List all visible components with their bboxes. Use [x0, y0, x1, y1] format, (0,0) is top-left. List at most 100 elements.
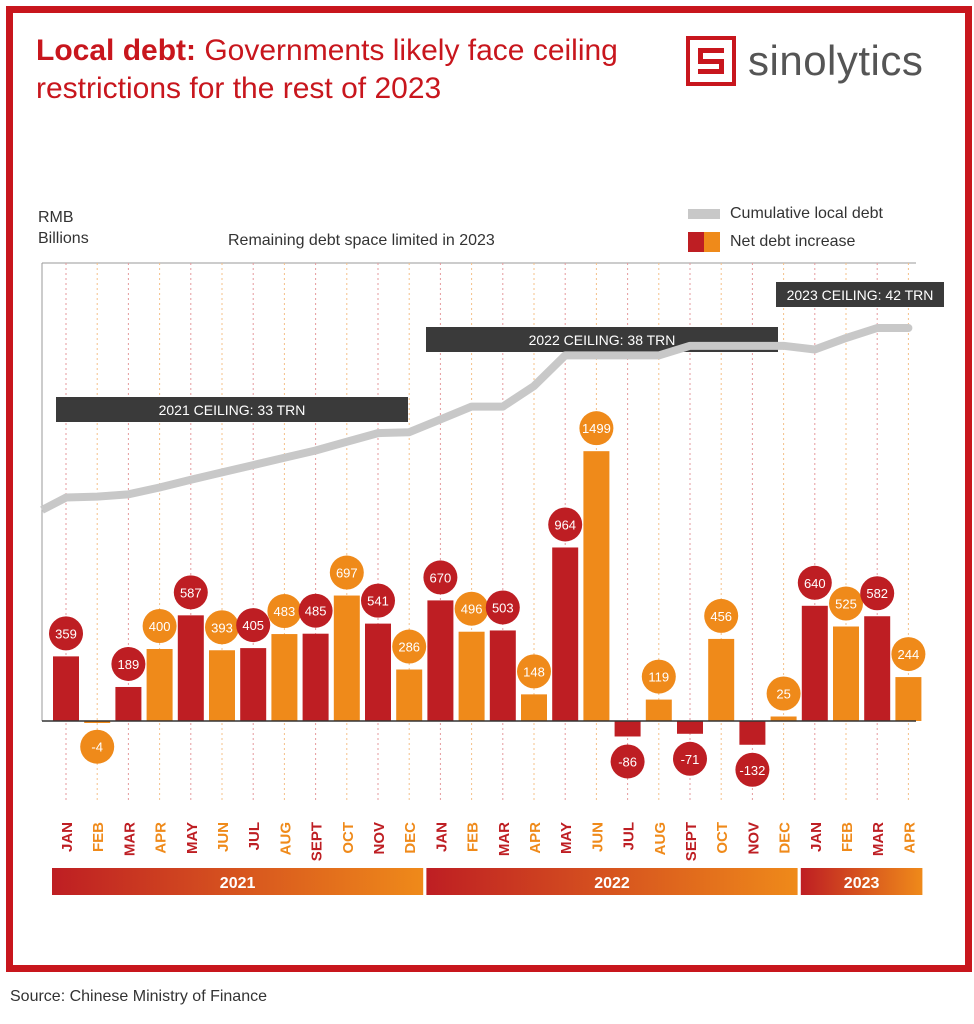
bar — [801, 605, 828, 721]
chart-subtitle: Remaining debt space limited in 2023 — [228, 232, 495, 249]
month-tick-label: JAN — [59, 822, 76, 852]
value-label: 582 — [866, 586, 888, 601]
ceiling-banner — [776, 282, 944, 307]
bar — [677, 721, 703, 734]
value-label-badge — [454, 591, 489, 626]
month-tick-label: NOV — [745, 822, 762, 855]
value-label: 148 — [523, 664, 545, 679]
bar — [739, 721, 766, 745]
value-label-badge — [517, 654, 551, 689]
bar — [209, 650, 235, 721]
month-tick-label: MAR — [870, 822, 887, 856]
legend-line-label: Cumulative local debt — [730, 205, 883, 222]
year-label: 2022 — [594, 875, 630, 892]
value-label: 244 — [898, 647, 920, 662]
month-tick-label: OCT — [340, 822, 357, 854]
chart-frame — [6, 6, 972, 972]
legend-bar-label: Net debt increase — [730, 233, 856, 250]
bar — [240, 648, 267, 721]
bar — [146, 649, 173, 721]
month-tick-label: DEC — [777, 822, 794, 854]
bar — [396, 669, 423, 721]
value-label-badge — [361, 583, 395, 618]
value-label-badge — [860, 576, 895, 611]
value-label: 483 — [274, 604, 296, 619]
value-label-badge — [298, 593, 333, 628]
value-label-badge — [236, 608, 271, 643]
month-tick-label: OCT — [714, 822, 731, 854]
legend: Cumulative local debt Net debt increase — [688, 200, 883, 256]
legend-item-cumulative: Cumulative local debt — [688, 200, 883, 228]
value-label: 119 — [648, 670, 669, 685]
legend-bar-swatch — [688, 232, 720, 252]
bar — [833, 626, 859, 721]
month-tick-label: MAR — [121, 822, 138, 856]
value-label: 640 — [804, 576, 826, 591]
bar — [333, 595, 360, 721]
bar — [521, 694, 547, 721]
value-label-badge — [673, 741, 707, 776]
value-label: -4 — [91, 740, 103, 755]
value-label: 1499 — [582, 421, 611, 436]
value-label-badge — [548, 507, 583, 542]
value-label: -71 — [681, 752, 700, 767]
value-label-badge — [766, 676, 801, 711]
month-tick-label: DEC — [402, 822, 419, 854]
month-tick-label: AUG — [277, 822, 294, 855]
value-label-badge — [641, 659, 676, 694]
month-tick-label: SEPT — [683, 822, 700, 861]
month-tick-label: APR — [527, 822, 544, 854]
sinolytics-logo-icon — [686, 36, 736, 86]
bar — [115, 686, 142, 721]
value-label-badge — [423, 560, 458, 595]
value-label-badge — [49, 616, 83, 651]
bar — [365, 623, 391, 721]
title-bold: Local debt: — [36, 34, 197, 67]
logo-text: sinolytics — [748, 37, 924, 84]
value-label-badge — [80, 729, 115, 764]
value-label: 456 — [710, 609, 732, 624]
value-label-badge — [829, 586, 863, 621]
value-label: 25 — [776, 687, 790, 702]
value-label-badge — [205, 610, 239, 645]
bar — [458, 631, 485, 721]
value-label: 964 — [554, 517, 576, 532]
bar — [489, 630, 516, 721]
bar — [895, 677, 922, 721]
value-label-badge — [173, 575, 208, 610]
value-label-badge — [891, 637, 926, 672]
month-tick-label: JUL — [246, 822, 263, 850]
y-axis-unit: RMB Billions — [38, 209, 89, 247]
value-label: 286 — [398, 640, 420, 655]
value-label: -86 — [618, 754, 637, 769]
value-label: 525 — [835, 597, 857, 612]
value-label-badge — [142, 609, 177, 643]
bar — [583, 451, 610, 721]
value-label: 541 — [367, 594, 389, 609]
year-band — [426, 868, 798, 895]
value-label: 697 — [336, 566, 358, 581]
bar — [645, 699, 672, 721]
bar — [552, 547, 579, 721]
value-label-badge — [329, 555, 364, 590]
cumulative-debt-line — [40, 323, 913, 514]
month-tick-label: FEB — [839, 822, 856, 852]
value-label-badge — [485, 590, 520, 625]
month-tick-label: JUL — [621, 822, 638, 850]
year-band — [52, 868, 424, 895]
sinolytics-logo: sinolytics — [686, 36, 923, 86]
month-tick-label: NOV — [371, 822, 388, 855]
value-label: 503 — [492, 600, 514, 615]
value-label: 189 — [118, 657, 140, 672]
bar — [770, 716, 797, 721]
value-label: 485 — [305, 604, 327, 619]
month-tick-label: AUG — [652, 822, 669, 855]
value-label-badge — [267, 594, 302, 629]
year-label: 2023 — [844, 875, 880, 892]
chart-title: Local debt: Governments likely face ceil… — [36, 32, 656, 108]
year-band — [800, 868, 923, 895]
month-tick-label: MAY — [184, 822, 201, 854]
value-label-badge — [797, 565, 832, 600]
bar — [271, 634, 298, 721]
